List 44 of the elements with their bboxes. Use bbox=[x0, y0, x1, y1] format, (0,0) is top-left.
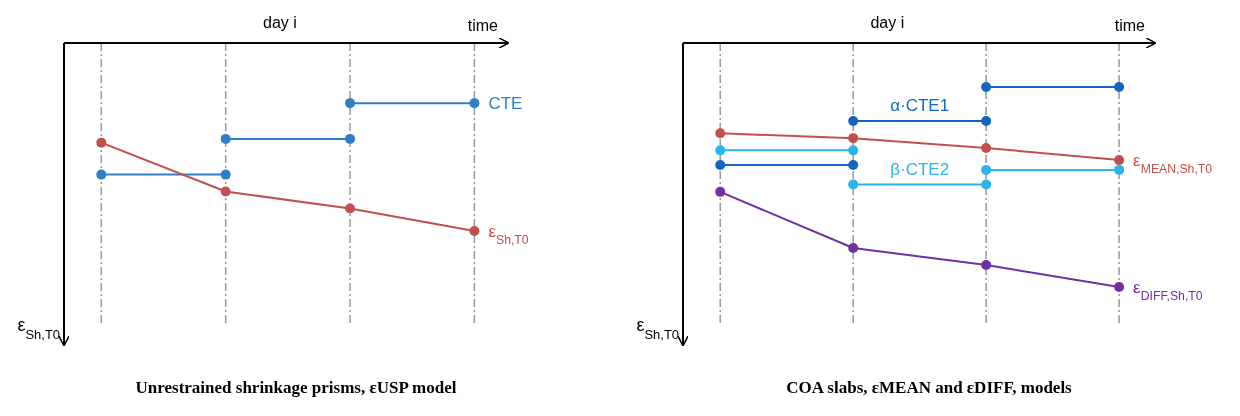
point bbox=[981, 179, 992, 190]
point bbox=[981, 142, 992, 153]
point bbox=[848, 145, 859, 156]
point bbox=[715, 186, 726, 197]
point bbox=[96, 169, 107, 180]
point bbox=[981, 260, 992, 271]
point bbox=[345, 98, 356, 109]
point bbox=[981, 116, 992, 127]
y-axis-title: ε$_{Sh,T0}$ bbox=[636, 315, 679, 342]
point bbox=[715, 160, 726, 170]
point bbox=[345, 203, 356, 214]
point bbox=[1114, 81, 1125, 92]
text: day i bbox=[870, 14, 905, 31]
point bbox=[345, 133, 356, 144]
point bbox=[1114, 155, 1125, 166]
series-label: ε$_{MEAN,Sh,T0}$ bbox=[1133, 151, 1213, 177]
point bbox=[220, 186, 231, 197]
text: COA slabs, εMEAN and εDIFF, models bbox=[786, 378, 1073, 397]
point bbox=[981, 164, 992, 175]
point bbox=[981, 81, 992, 92]
point bbox=[220, 169, 231, 180]
point bbox=[848, 160, 859, 170]
point bbox=[848, 179, 859, 190]
point bbox=[469, 98, 480, 109]
point bbox=[96, 137, 107, 148]
point bbox=[220, 133, 231, 144]
text: day i bbox=[262, 14, 297, 31]
y-axis-title: ε$_{Sh,T0}$ bbox=[17, 315, 60, 342]
point bbox=[469, 226, 480, 236]
series-label: CTE bbox=[488, 94, 523, 114]
point bbox=[1114, 164, 1125, 175]
x-axis-title: time bbox=[467, 17, 499, 34]
series-label: β·CTE2 bbox=[890, 159, 950, 179]
point bbox=[715, 145, 726, 156]
point bbox=[715, 128, 726, 139]
series-label: α·CTE1 bbox=[890, 96, 950, 116]
series-label: ε$_{DIFF,Sh,T0}$ bbox=[1133, 278, 1203, 303]
point bbox=[1114, 282, 1125, 292]
point bbox=[848, 133, 859, 144]
point bbox=[848, 116, 859, 127]
x-axis-title: time bbox=[1114, 17, 1146, 34]
point bbox=[848, 242, 859, 253]
series-label: ε$_{Sh,T0}$ bbox=[488, 222, 529, 247]
text: Unrestrained shrinkage prisms, εUSP model bbox=[135, 378, 457, 397]
